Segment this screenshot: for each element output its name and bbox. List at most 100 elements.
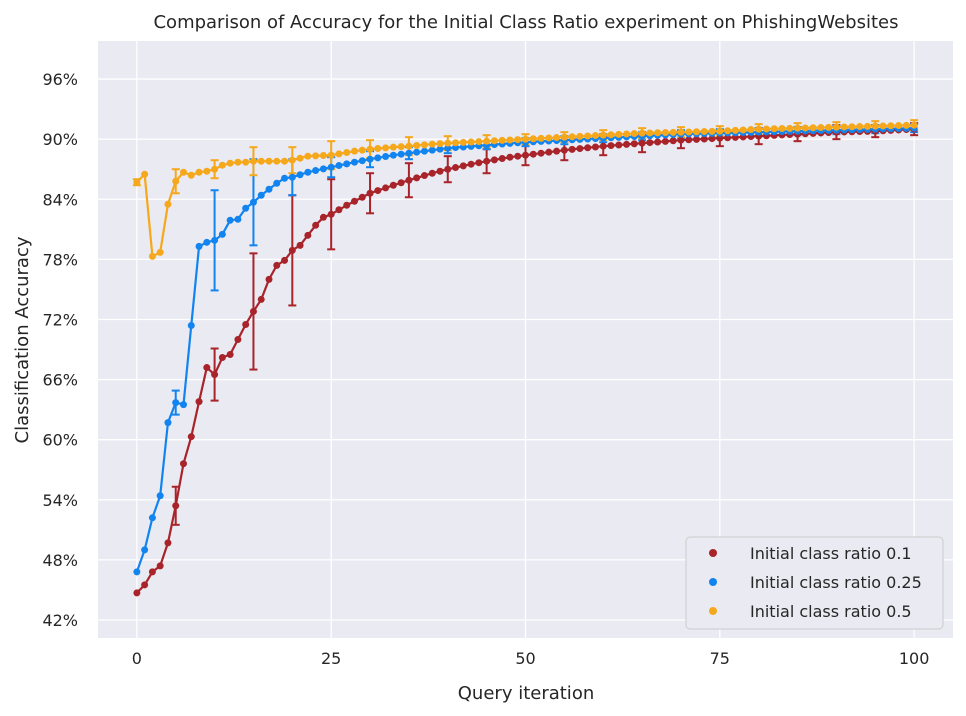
data-point <box>871 122 879 130</box>
data-point <box>646 139 654 147</box>
data-point <box>405 176 413 184</box>
data-point <box>825 123 833 131</box>
data-point <box>226 351 234 359</box>
data-point <box>265 185 273 193</box>
data-point <box>436 145 444 153</box>
data-point <box>234 158 242 166</box>
data-point <box>584 144 592 152</box>
data-point <box>195 398 203 406</box>
data-point <box>809 124 817 132</box>
data-point <box>319 165 327 173</box>
data-point <box>141 170 149 178</box>
data-point <box>257 191 265 199</box>
data-point <box>576 145 584 153</box>
data-point <box>327 210 335 218</box>
data-point <box>747 126 755 134</box>
data-point <box>389 143 397 151</box>
data-point <box>630 140 638 148</box>
data-point <box>856 123 864 131</box>
y-tick-label: 66% <box>42 371 78 390</box>
data-point <box>677 128 685 136</box>
data-point <box>755 125 763 133</box>
data-point <box>382 184 390 192</box>
data-point <box>234 215 242 223</box>
data-point <box>560 133 568 141</box>
data-point <box>794 124 802 132</box>
data-point <box>483 157 491 165</box>
data-point <box>242 320 250 328</box>
data-point <box>226 159 234 167</box>
data-point <box>133 178 141 186</box>
data-point <box>180 460 187 468</box>
y-tick-label: 54% <box>42 491 78 510</box>
x-axis-label: Query iteration <box>458 683 594 704</box>
data-point <box>397 179 405 187</box>
data-point <box>568 145 576 153</box>
data-point <box>475 159 483 167</box>
data-point <box>389 151 397 159</box>
data-point <box>490 137 498 145</box>
data-point <box>452 144 460 152</box>
y-tick-label: 60% <box>42 431 78 450</box>
data-point <box>187 171 195 179</box>
data-point <box>327 163 335 171</box>
data-point <box>366 189 374 197</box>
data-point <box>739 126 747 134</box>
y-axis-label: Classification Accuracy <box>12 236 33 443</box>
data-point <box>327 151 335 159</box>
data-point <box>669 128 677 136</box>
data-point <box>148 252 156 260</box>
data-point <box>560 146 568 154</box>
data-point <box>296 171 304 179</box>
data-point <box>708 135 716 143</box>
data-point <box>420 172 428 180</box>
data-point <box>234 336 242 343</box>
x-tick-label: 75 <box>710 649 730 668</box>
data-point <box>288 156 296 164</box>
data-point <box>685 128 693 136</box>
data-point <box>296 154 304 162</box>
legend-marker-0 <box>709 549 717 557</box>
data-point <box>374 154 382 162</box>
data-point <box>413 148 421 156</box>
data-point <box>211 236 219 244</box>
data-point <box>630 130 638 138</box>
data-point <box>281 157 289 165</box>
data-point <box>351 197 358 205</box>
data-point <box>591 132 599 140</box>
data-point <box>576 132 584 140</box>
data-point <box>716 127 724 135</box>
data-point <box>249 157 257 165</box>
x-tick-label: 100 <box>899 649 930 668</box>
data-point <box>762 125 770 133</box>
data-point <box>366 145 374 153</box>
data-point <box>218 161 226 169</box>
data-point <box>506 153 514 161</box>
data-point <box>475 138 483 146</box>
data-point <box>351 147 358 155</box>
data-point <box>273 157 281 165</box>
legend-label-2: Initial class ratio 0.5 <box>750 602 912 621</box>
data-point <box>319 213 327 221</box>
data-point <box>180 168 187 176</box>
data-point <box>312 167 320 175</box>
data-point <box>615 130 623 138</box>
data-point <box>623 130 631 138</box>
y-tick-label: 84% <box>42 190 78 209</box>
data-point <box>312 221 320 229</box>
data-point <box>522 151 529 159</box>
data-point <box>180 401 187 409</box>
legend-box <box>685 536 944 630</box>
x-tick-label: 50 <box>515 649 535 668</box>
data-point <box>389 181 397 189</box>
y-tick-label: 78% <box>42 250 78 269</box>
data-point <box>537 149 545 157</box>
data-point <box>770 125 778 133</box>
data-point <box>413 174 421 182</box>
data-point <box>265 275 273 283</box>
data-point <box>444 165 452 173</box>
data-point <box>436 140 444 148</box>
data-point <box>374 187 382 195</box>
data-point <box>654 138 662 146</box>
data-point <box>420 141 428 149</box>
